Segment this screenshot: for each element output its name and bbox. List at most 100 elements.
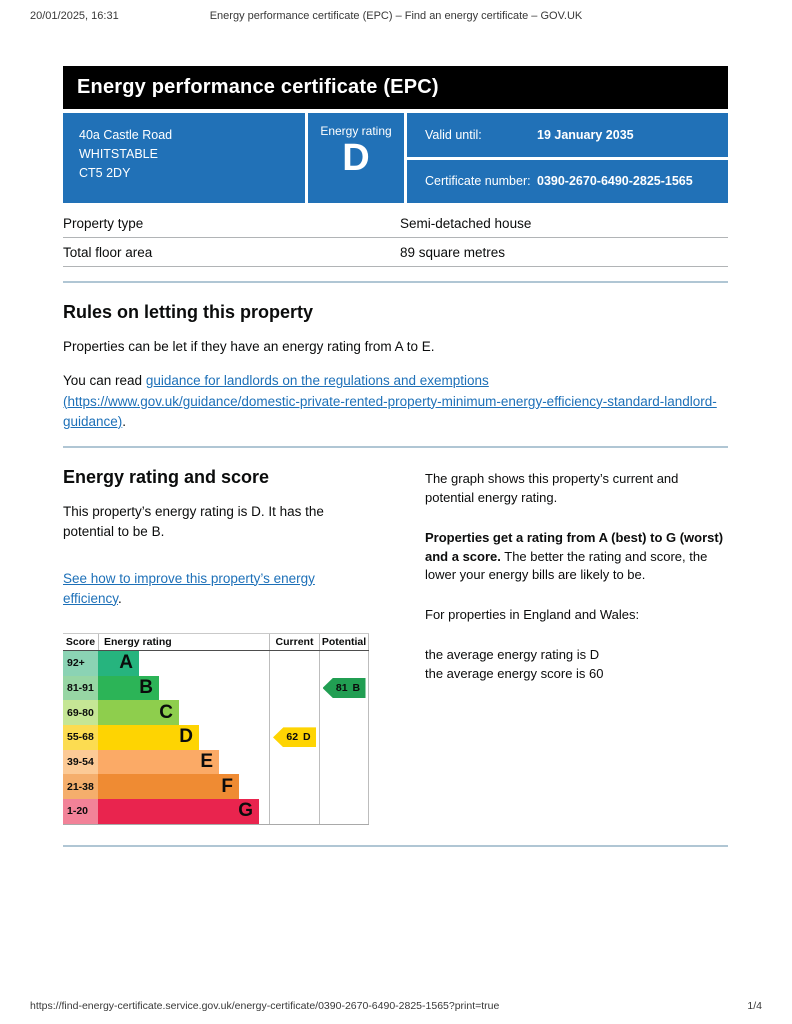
section-divider-1 [63,281,728,283]
print-footer-page: 1/4 [747,1000,762,1012]
potential-cell [319,700,369,726]
band-bar-f: F [98,774,239,800]
print-footer-url: https://find-energy-certificate.service.… [30,1000,500,1012]
chart-header-potential: Potential [319,634,369,650]
average-score-line: the average energy score is 60 [425,665,604,681]
band-bar-a: A [98,651,139,676]
summary-box: 40a Castle Road WHITSTABLE CT5 2DY Energ… [63,113,728,203]
energy-rating-value: D [342,137,370,179]
band-bar-area: C [98,700,269,726]
property-type-value: Semi-detached house [400,216,532,231]
band-letter-b: B [139,677,153,699]
rating-heading: Energy rating and score [63,467,270,487]
rating-explainer-rest: The better the rating and score, the low… [425,548,708,583]
graph-intro-paragraph: The graph shows this property’s current … [425,471,679,505]
band-score-label: 81-91 [63,675,98,701]
print-footer: https://find-energy-certificate.service.… [30,1000,762,1012]
epc-banner: Energy performance certificate (EPC) [63,66,728,109]
potential-cell [319,725,369,750]
current-cell [269,774,319,800]
epc-chart: Score Energy rating Current Potential 92… [63,633,369,825]
epc-chart-rows: 92+ A 81-91 B 81 B 69-80 C 55-68 D 62 D 39-54 E 21-38 F… [63,651,369,824]
certificate-number-value: 0390-2670-6490-2825-1565 [537,174,693,189]
property-type-label: Property type [63,216,144,231]
address-line-1: 40a Castle Road [79,128,173,142]
improve-link-suffix: . [118,590,122,606]
valid-until-label: Valid until: [425,127,482,142]
potential-cell [319,749,369,775]
potential-rating-tag: 81 B [322,678,366,699]
section-divider-2 [63,446,728,448]
current-rating-tag: 62 D [273,727,316,748]
address-block: 40a Castle Road WHITSTABLE CT5 2DY [63,113,305,203]
band-letter-e: E [200,751,213,773]
certificate-content: Energy performance certificate (EPC) 40a… [63,66,728,847]
epc-band-row-g: 1-20 G [63,799,369,824]
landlord-guidance-link[interactable]: guidance for landlords on the regulation… [63,373,717,429]
band-bar-area: D [98,725,269,750]
potential-cell [319,774,369,800]
section-divider-3 [63,844,728,847]
print-header: 20/01/2025, 16:31 Energy performance cer… [30,10,762,22]
chart-header-score: Score [65,636,96,648]
energy-rating-section: Energy rating and score This property’s … [63,467,728,825]
potential-cell [319,799,369,824]
chart-header-energy-rating: Energy rating [98,634,269,650]
letting-rules-section: Rules on letting this property Propertie… [63,302,728,432]
band-letter-f: F [221,775,233,797]
band-bar-area: G [98,799,269,824]
band-score-label: 55-68 [63,725,98,750]
band-letter-g: G [238,800,253,822]
band-score-label: 1-20 [63,799,98,824]
epc-banner-title: Energy performance certificate (EPC) [77,76,439,98]
letting-paragraph-2: You can read guidance for landlords on t… [63,371,728,432]
summary-right-cells: Valid until: 19 January 2035 Certificate… [407,113,728,203]
average-rating-line: the average energy rating is D [425,647,600,663]
chart-header-current: Current [269,634,319,650]
rating-explainer-bold: Properties get a rating from A (best) to… [425,529,724,564]
region-paragraph: For properties in England and Wales: [425,607,640,623]
rating-paragraph: This property’s energy rating is D. It h… [63,504,324,540]
epc-band-row-a: 92+ A [63,651,369,676]
potential-cell: 81 B [319,675,369,701]
band-score-label: 69-80 [63,700,98,726]
current-cell [269,675,319,701]
floor-area-row: Total floor area 89 square metres [63,238,728,267]
epc-band-row-e: 39-54 E [63,749,369,775]
rating-section-right: The graph shows this property’s current … [425,467,728,825]
epc-chart-header: Score Energy rating Current Potential [63,634,369,651]
band-bar-area: A [98,651,269,676]
energy-rating-label: Energy rating [320,124,392,138]
band-bar-d: D [98,725,199,750]
band-bar-b: B [98,675,159,701]
improve-efficiency-link[interactable]: See how to improve this property’s energ… [63,570,315,606]
band-bar-area: B [98,675,269,701]
epc-band-row-b: 81-91 B 81 B [63,675,369,701]
current-rating-tag-score: 62 [286,731,299,744]
floor-area-value: 89 square metres [400,245,506,260]
address-line-2: WHITSTABLE [79,146,158,161]
band-bar-g: G [98,799,259,824]
address-line-3: CT5 2DY [79,165,131,180]
valid-until-row: Valid until: 19 January 2035 [407,113,728,157]
property-facts-table: Property type Semi-detached house Total … [63,209,728,267]
epc-band-row-d: 55-68 D 62 D [63,725,369,750]
current-cell: 62 D [269,725,319,750]
certificate-number-label: Certificate number: [425,174,531,189]
band-bar-c: C [98,700,179,726]
band-score-label: 21-38 [63,774,98,800]
band-score-label: 92+ [63,651,98,676]
letting-heading: Rules on letting this property [63,302,314,322]
current-cell [269,749,319,775]
energy-rating-cell: Energy rating D [308,113,404,203]
valid-until-value: 19 January 2035 [537,127,634,142]
current-cell [269,651,319,676]
rating-section-left: Energy rating and score This property’s … [63,467,408,825]
band-letter-d: D [179,726,193,748]
average-lines: the average energy rating is D the avera… [425,646,728,684]
potential-cell [319,651,369,676]
print-header-title: Energy performance certificate (EPC) – F… [209,10,583,22]
letting-paragraph-2-suffix: . [122,413,127,429]
potential-rating-tag-letter: B [352,682,361,695]
